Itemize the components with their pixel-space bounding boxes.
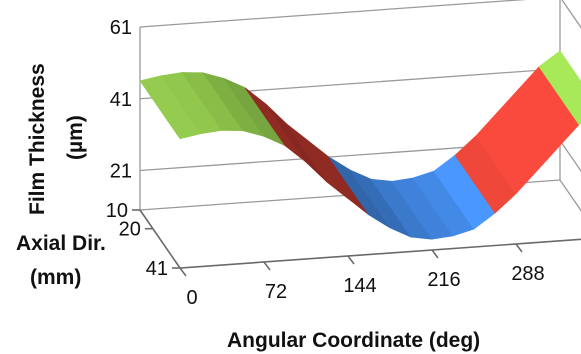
x-tick-label: 288: [511, 263, 544, 285]
x-axis-title: Angular Coordinate (deg): [227, 329, 480, 352]
z-axis-title-line1: Film Thickness: [26, 63, 49, 215]
y-tick-label: 10: [106, 200, 128, 222]
floor-front-axis: [139, 209, 581, 269]
y-axis-title-line2: (mm): [30, 266, 81, 289]
y-tick-label: 41: [146, 258, 168, 280]
x-tick-label: 72: [265, 281, 287, 303]
x-tick-mark: [179, 267, 187, 277]
x-tick-mark: [347, 255, 355, 265]
tick-labels: 072144216288360102041614121: [106, 17, 545, 309]
z-axis-title-line2: (µm): [64, 115, 87, 160]
surface-patch: [538, 50, 581, 126]
z-tick-label: 41: [110, 89, 132, 111]
gridline-z-61: [139, 0, 581, 29]
x-tick-mark: [263, 261, 271, 271]
x-tick-label: 216: [427, 269, 460, 291]
x-tick-label: 0: [186, 287, 197, 309]
y-axis-title-line1: Axial Dir.: [16, 232, 106, 255]
surface-patch: [265, 103, 328, 183]
z-tick-label: 21: [110, 161, 132, 183]
surface-plot: [139, 50, 581, 240]
x-tick-mark: [515, 243, 523, 253]
y-tick-label: 20: [119, 219, 141, 241]
x-tick-label: 144: [343, 275, 376, 297]
axes: [132, 209, 581, 277]
x-tick-mark: [431, 249, 439, 259]
surface-patch: [286, 123, 349, 199]
z-tick-label: 61: [110, 17, 132, 39]
